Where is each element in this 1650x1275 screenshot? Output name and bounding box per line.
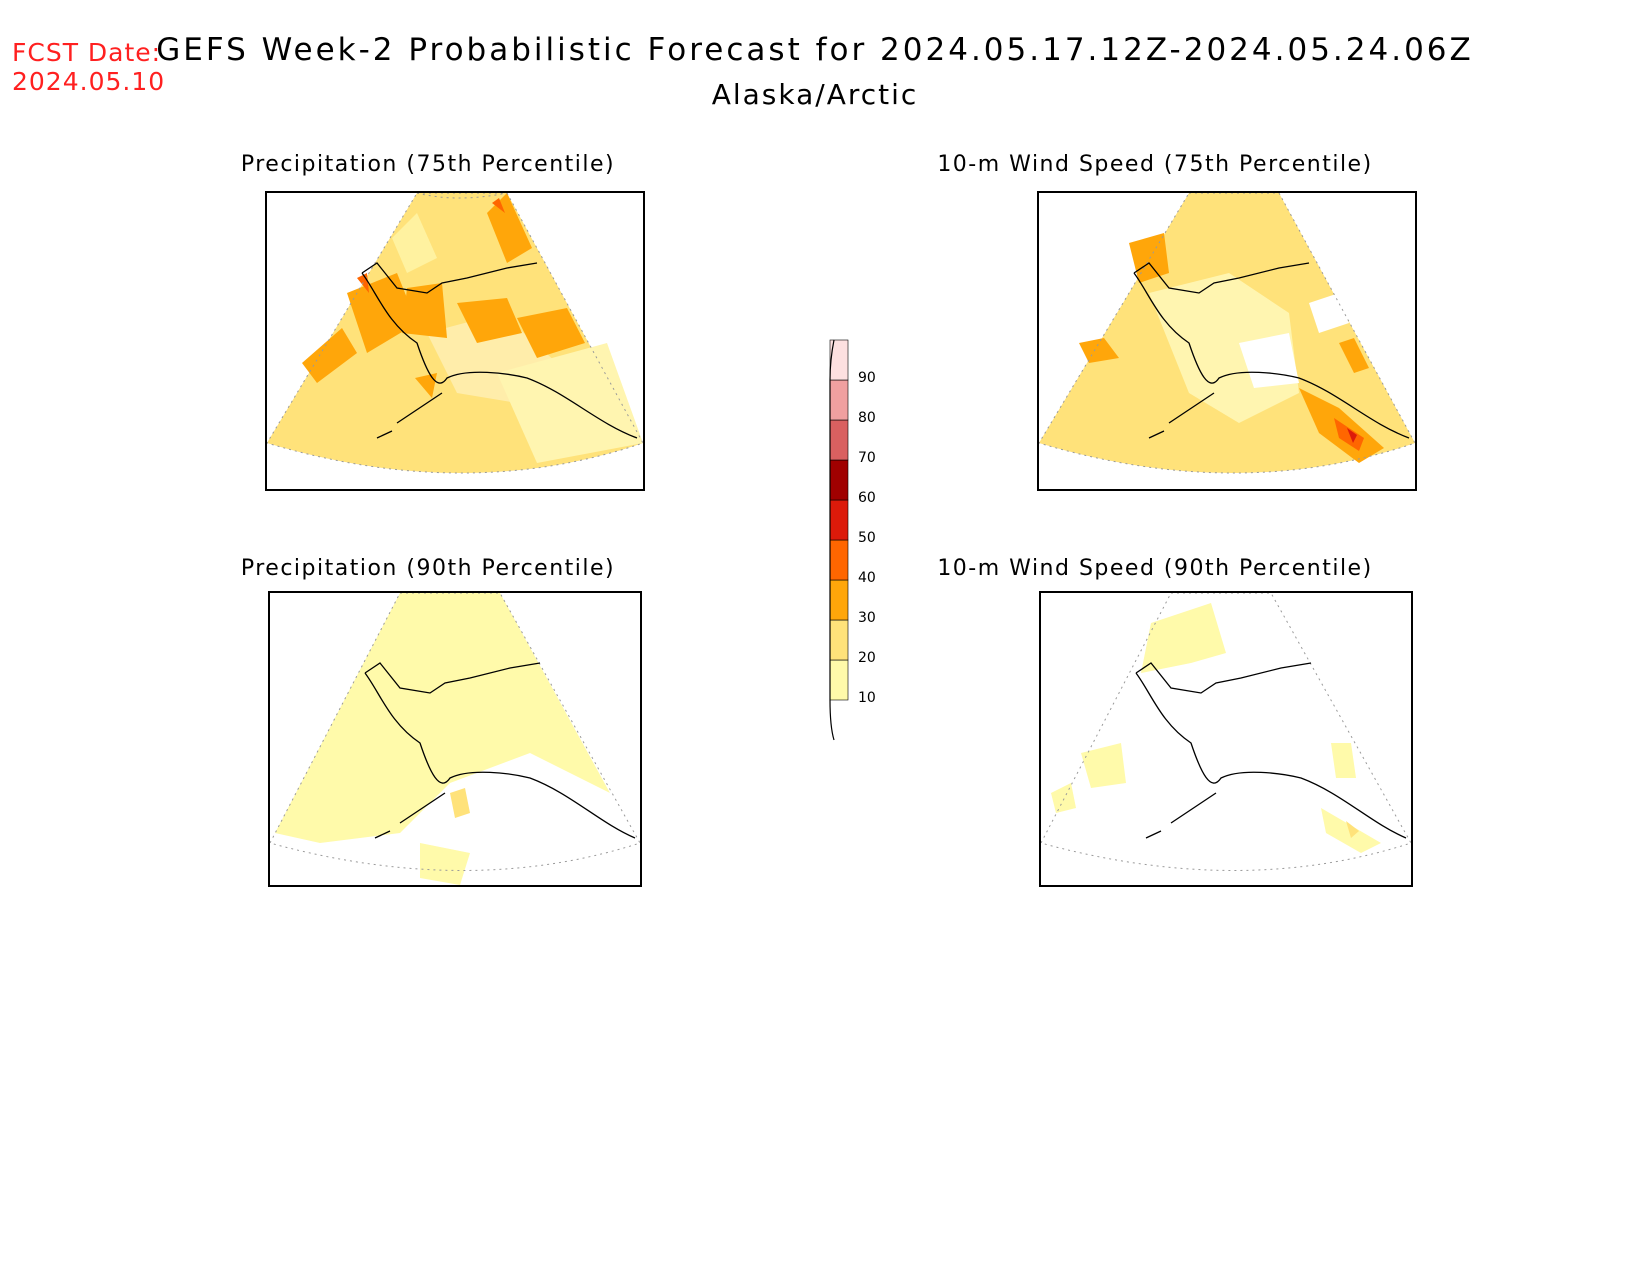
colorbar-tick-label: 60 <box>858 490 876 506</box>
colorbar <box>829 339 849 741</box>
colorbar-tick-label: 10 <box>858 690 876 706</box>
panel-title-precip-75: Precipitation (75th Percentile) <box>240 152 616 177</box>
colorbar-box <box>829 539 849 581</box>
map-wind-90 <box>1039 591 1413 887</box>
map-precip-75 <box>265 191 645 491</box>
colorbar-box <box>829 419 849 461</box>
panel-title-wind-90: 10-m Wind Speed (90th Percentile) <box>937 556 1373 581</box>
forecast-date-label: FCST Date: 2024.05.10 <box>12 38 165 96</box>
colorbar-box <box>829 379 849 421</box>
page-title: GEFS Week-2 Probabilistic Forecast for 2… <box>156 32 1474 68</box>
colorbar-tick-label: 70 <box>858 450 876 466</box>
colorbar-tick-label: 30 <box>858 610 876 626</box>
colorbar-tick-label: 20 <box>858 650 876 666</box>
panel-title-wind-75: 10-m Wind Speed (75th Percentile) <box>937 152 1373 177</box>
region-subtitle: Alaska/Arctic <box>711 78 919 111</box>
colorbar-box <box>829 659 849 701</box>
map-wind-75-canvas <box>1039 193 1415 474</box>
fcst-label: FCST Date: <box>12 38 162 67</box>
colorbar-tick-label: 40 <box>858 570 876 586</box>
colorbar-box <box>829 499 849 541</box>
map-wind-90-canvas <box>1041 593 1411 871</box>
colorbar-box <box>829 339 849 381</box>
colorbar-box <box>829 459 849 501</box>
map-precip-90-canvas <box>270 593 640 885</box>
panel-title-precip-90: Precipitation (90th Percentile) <box>240 556 616 581</box>
map-precip-75-canvas <box>267 193 643 474</box>
map-wind-75 <box>1037 191 1417 491</box>
fcst-date: 2024.05.10 <box>12 67 166 96</box>
colorbar-box <box>829 579 849 621</box>
map-precip-90 <box>268 591 642 887</box>
colorbar-tick-label: 90 <box>858 370 876 386</box>
colorbar-box <box>829 619 849 661</box>
colorbar-tick-label: 80 <box>858 410 876 426</box>
colorbar-tick-label: 50 <box>858 530 876 546</box>
